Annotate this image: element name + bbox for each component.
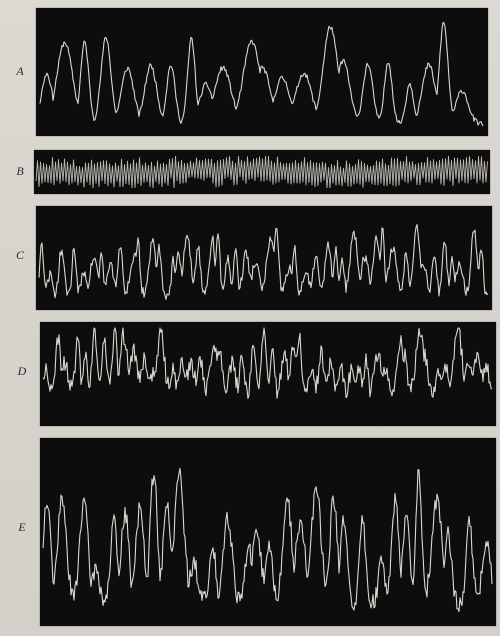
trace-d — [42, 327, 493, 399]
trace-panel-a — [36, 8, 488, 136]
trace-c — [38, 224, 489, 300]
panel-label-a: A — [16, 64, 24, 78]
waveform-a — [39, 22, 484, 127]
panel-label-b: B — [16, 164, 24, 178]
trace-panel-b — [34, 150, 490, 194]
waveform-d — [42, 327, 493, 399]
trace-e — [42, 467, 493, 613]
trace-panel-c — [36, 206, 492, 310]
panel-label-d: D — [17, 364, 27, 378]
waveform-e — [42, 467, 493, 613]
trace-b — [35, 155, 488, 189]
trace-a — [39, 22, 484, 127]
trace-panel-d — [40, 322, 496, 426]
waveform-c — [38, 224, 489, 300]
trace-panel-e — [40, 438, 496, 626]
panel-label-c: C — [15, 248, 24, 262]
waveform-b — [35, 155, 488, 189]
panel-label-e: E — [18, 520, 26, 534]
